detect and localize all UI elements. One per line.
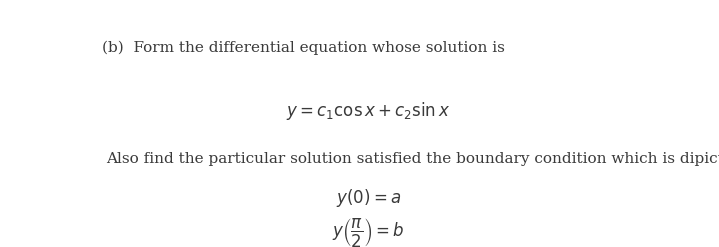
Text: $y\left(\dfrac{\pi}{2}\right) = b$: $y\left(\dfrac{\pi}{2}\right) = b$ xyxy=(332,216,405,247)
Text: Also find the particular solution satisfied the boundary condition which is dipi: Also find the particular solution satisf… xyxy=(106,151,719,166)
Text: $y(0) = a$: $y(0) = a$ xyxy=(336,186,401,208)
Text: $y = c_1\cos x + c_2\sin x$: $y = c_1\cos x + c_2\sin x$ xyxy=(286,100,451,122)
Text: (b)  Form the differential equation whose solution is: (b) Form the differential equation whose… xyxy=(102,41,505,55)
